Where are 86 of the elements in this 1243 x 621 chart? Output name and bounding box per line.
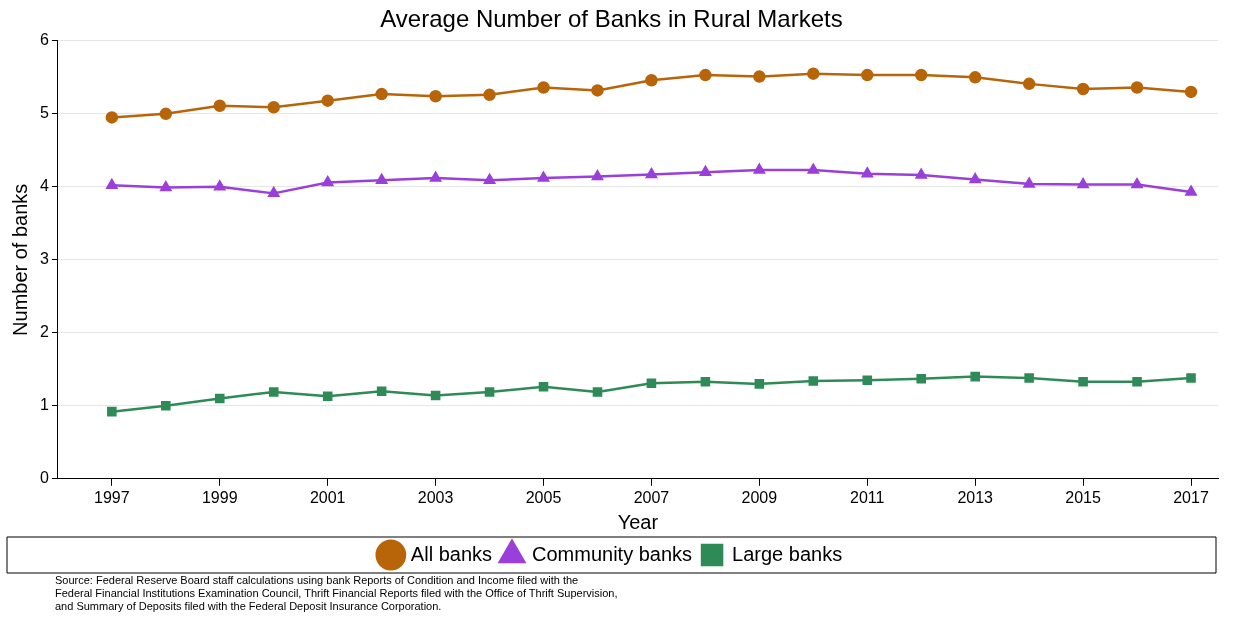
point <box>1184 85 1198 99</box>
point <box>591 170 604 181</box>
point <box>807 67 820 80</box>
x-tick-label: 1999 <box>201 488 238 506</box>
point <box>537 171 550 182</box>
point <box>1023 177 1035 188</box>
point <box>1185 185 1197 196</box>
point <box>1076 82 1090 96</box>
x-tick-label: 2011 <box>850 488 885 506</box>
point <box>161 401 171 411</box>
point <box>1132 376 1142 387</box>
point <box>1077 178 1089 189</box>
point <box>322 391 333 402</box>
point <box>483 88 496 102</box>
point <box>861 68 874 82</box>
point <box>915 168 927 179</box>
point <box>430 171 442 182</box>
y-tick-label: 5 <box>39 104 49 122</box>
point <box>753 163 765 174</box>
point <box>375 87 388 101</box>
point <box>268 387 279 397</box>
point <box>591 84 604 97</box>
point <box>914 68 928 82</box>
y-tick-label: 6 <box>39 31 49 49</box>
point <box>1130 81 1144 94</box>
x-axis-title: Year <box>617 510 659 533</box>
point <box>376 386 387 396</box>
legend-label: Community banks <box>532 542 693 565</box>
x-tick-label: 2007 <box>633 488 670 506</box>
y-axis-title: Number of banks <box>8 183 31 336</box>
point <box>1186 373 1196 383</box>
x-tick-label: 1997 <box>94 488 130 506</box>
point <box>376 173 388 184</box>
point <box>969 173 981 184</box>
point <box>159 107 173 121</box>
point <box>430 390 441 401</box>
point <box>592 387 603 397</box>
point <box>1131 178 1143 189</box>
point <box>808 376 819 386</box>
point <box>970 371 980 382</box>
point <box>537 81 550 94</box>
point <box>646 378 657 388</box>
point <box>968 71 982 84</box>
point <box>107 406 117 417</box>
x-tick-label: 2015 <box>1065 488 1101 506</box>
point <box>1024 373 1034 383</box>
point <box>105 111 119 124</box>
point <box>753 70 766 83</box>
x-tick-label: 2005 <box>525 488 562 506</box>
point <box>862 375 873 386</box>
point <box>807 163 819 174</box>
point <box>1022 77 1036 91</box>
point <box>213 99 227 113</box>
point <box>267 100 280 114</box>
x-tick-label: 2001 <box>309 488 346 506</box>
chart-title: Average Number of Banks in Rural Markets <box>380 5 843 33</box>
y-tick-label: 4 <box>39 177 49 195</box>
x-tick-label: 2009 <box>741 488 778 506</box>
point <box>645 73 658 87</box>
source-note: Source: Federal Reserve Board staff calculations using bank Reports of Condition and Income filed with the Federal Financial Institutions Examination Council, Thrift Financial Reports filed with the Office of Thrift Supervision, and Summary of Deposits filed with the Federal Deposit Insurance Corporation. <box>55 574 618 613</box>
point <box>484 387 495 397</box>
x-tick-label: 2013 <box>957 488 994 506</box>
y-tick-label: 2 <box>39 323 49 341</box>
point <box>1078 376 1088 387</box>
legend-label: Large banks <box>732 542 843 565</box>
y-tick-label: 1 <box>39 396 49 414</box>
y-tick-label: 0 <box>39 469 49 487</box>
point <box>322 176 334 187</box>
point <box>916 374 927 384</box>
point <box>645 168 658 179</box>
point <box>700 376 711 387</box>
point <box>214 180 226 191</box>
x-tick-label: 2003 <box>417 488 454 506</box>
point <box>214 393 225 404</box>
point <box>429 90 442 103</box>
point <box>754 379 765 389</box>
point <box>321 94 334 107</box>
point <box>160 181 172 192</box>
y-tick-label: 3 <box>39 250 49 268</box>
x-tick-label: 2017 <box>1173 488 1209 506</box>
point <box>861 167 873 178</box>
point <box>483 173 496 184</box>
point <box>699 68 712 82</box>
legend-label: All banks <box>410 542 493 565</box>
point <box>538 382 549 392</box>
point <box>699 165 711 176</box>
